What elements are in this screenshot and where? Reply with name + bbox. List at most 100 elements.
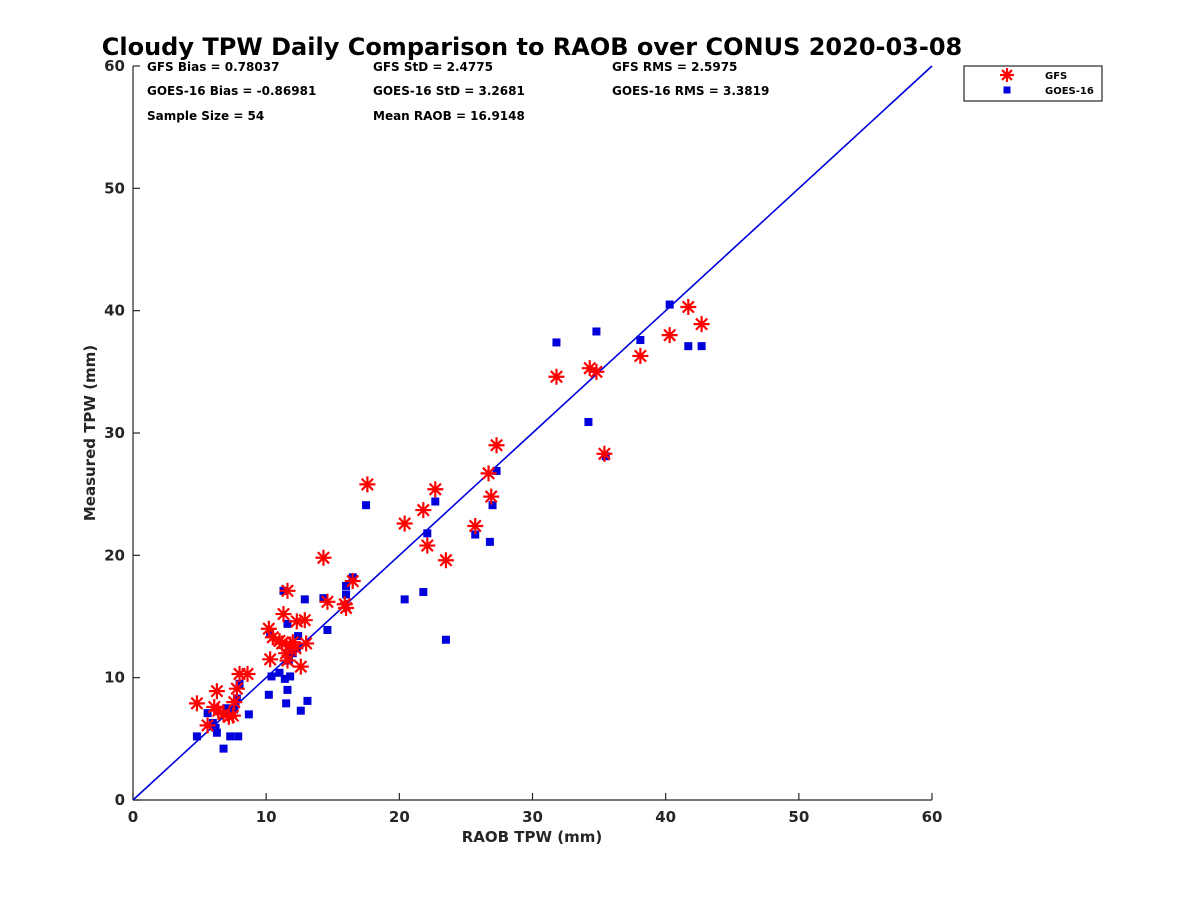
goes16-point bbox=[192, 732, 201, 741]
stat-goes-bias: GOES-16 Bias = -0.86981 bbox=[147, 84, 316, 98]
legend-gfs-marker bbox=[1000, 68, 1014, 82]
x-tick-label: 10 bbox=[256, 808, 277, 826]
goes16-point bbox=[212, 728, 221, 737]
goes16-point bbox=[294, 632, 303, 641]
x-tick-label: 60 bbox=[922, 808, 943, 826]
goes16-point bbox=[488, 501, 497, 510]
series-goes16 bbox=[192, 300, 706, 753]
goes16-point bbox=[323, 625, 332, 634]
gfs-point bbox=[224, 707, 241, 724]
gfs-point bbox=[275, 606, 292, 623]
goes16-point bbox=[492, 466, 501, 475]
goes16-point bbox=[208, 718, 217, 727]
gfs-point bbox=[427, 481, 444, 498]
legend-box bbox=[963, 65, 1103, 102]
x-axis-label: RAOB TPW (mm) bbox=[462, 828, 603, 846]
gfs-point bbox=[319, 593, 336, 610]
y-tick-label: 30 bbox=[104, 424, 125, 442]
goes16-point bbox=[275, 668, 284, 677]
goes16-point bbox=[219, 744, 228, 753]
stat-mean-raob: Mean RAOB = 16.9148 bbox=[373, 109, 525, 123]
legend-goes16-marker bbox=[1003, 86, 1011, 94]
goes16-point bbox=[244, 710, 253, 719]
stat-gfs-rms: GFS RMS = 2.5975 bbox=[612, 60, 737, 74]
goes16-point bbox=[203, 709, 212, 718]
goes16-point bbox=[342, 581, 351, 590]
gfs-point bbox=[226, 694, 243, 711]
gfs-point bbox=[680, 298, 697, 315]
gfs-point bbox=[693, 316, 710, 333]
goes16-point bbox=[282, 699, 291, 708]
goes16-point bbox=[267, 672, 276, 681]
gfs-point bbox=[596, 445, 613, 462]
goes16-point bbox=[303, 696, 312, 705]
goes16-point bbox=[211, 723, 220, 732]
goes16-point bbox=[280, 674, 289, 683]
gfs-point bbox=[488, 437, 505, 454]
goes16-point bbox=[400, 595, 409, 604]
gfs-point bbox=[279, 652, 296, 669]
y-tick-label: 0 bbox=[115, 791, 125, 809]
legend-gfs-label: GFS bbox=[1045, 71, 1067, 82]
goes16-point bbox=[419, 588, 428, 597]
series-gfs bbox=[188, 298, 710, 734]
goes16-point bbox=[697, 342, 706, 351]
legend-goes16-label: GOES-16 bbox=[1045, 86, 1094, 97]
one-to-one-line bbox=[132, 65, 933, 801]
stat-goes-std: GOES-16 StD = 3.2681 bbox=[373, 84, 525, 98]
x-tick-label: 50 bbox=[788, 808, 809, 826]
gfs-point bbox=[298, 635, 315, 652]
goes16-point bbox=[235, 679, 244, 688]
y-tick-label: 50 bbox=[104, 179, 125, 197]
goes16-point bbox=[296, 706, 305, 715]
y-tick-label: 60 bbox=[104, 57, 125, 75]
stat-gfs-bias: GFS Bias = 0.78037 bbox=[147, 60, 279, 74]
goes16-point bbox=[423, 529, 432, 538]
stat-gfs-std: GFS StD = 2.4775 bbox=[373, 60, 493, 74]
goes16-point bbox=[584, 417, 593, 426]
goes16-point bbox=[283, 685, 292, 694]
gfs-point bbox=[262, 651, 279, 668]
gfs-point bbox=[292, 658, 309, 675]
goes16-point bbox=[592, 327, 601, 336]
x-tick-label: 0 bbox=[128, 808, 138, 826]
gfs-point bbox=[661, 327, 678, 344]
gfs-point bbox=[437, 552, 454, 569]
goes16-point bbox=[264, 690, 273, 699]
gfs-point bbox=[208, 683, 225, 700]
goes16-point bbox=[636, 336, 645, 345]
goes16-point bbox=[226, 732, 235, 741]
goes16-point bbox=[222, 704, 231, 713]
gfs-point bbox=[344, 573, 361, 590]
gfs-point bbox=[287, 640, 304, 657]
gfs-point bbox=[296, 612, 313, 629]
stat-goes-rms: GOES-16 RMS = 3.3819 bbox=[612, 84, 769, 98]
gfs-point bbox=[480, 465, 497, 482]
y-tick-label: 20 bbox=[104, 546, 125, 564]
goes16-point bbox=[485, 537, 494, 546]
goes16-point bbox=[665, 300, 674, 309]
x-tick-label: 40 bbox=[655, 808, 676, 826]
gfs-point bbox=[632, 347, 649, 364]
goes16-point bbox=[552, 338, 561, 347]
stat-sample-size: Sample Size = 54 bbox=[147, 109, 264, 123]
x-axis-ticks: 0 10 20 30 40 50 60 bbox=[128, 793, 943, 826]
goes16-point bbox=[471, 530, 480, 539]
goes16-point bbox=[684, 342, 693, 351]
goes16-point bbox=[441, 635, 450, 644]
gfs-point bbox=[315, 549, 332, 566]
gfs-point bbox=[588, 363, 605, 380]
goes16-point bbox=[286, 672, 295, 681]
goes16-point bbox=[283, 619, 292, 628]
gfs-point bbox=[228, 680, 245, 697]
y-axis-ticks: 0 10 20 30 40 50 60 bbox=[104, 57, 140, 809]
gfs-point bbox=[483, 488, 500, 505]
y-axis-label: Measured TPW (mm) bbox=[81, 345, 99, 521]
gfs-point bbox=[199, 717, 216, 734]
x-tick-label: 30 bbox=[522, 808, 543, 826]
goes16-point bbox=[300, 595, 309, 604]
gfs-point bbox=[279, 582, 296, 599]
y-tick-label: 10 bbox=[104, 669, 125, 687]
goes16-point bbox=[362, 501, 371, 510]
